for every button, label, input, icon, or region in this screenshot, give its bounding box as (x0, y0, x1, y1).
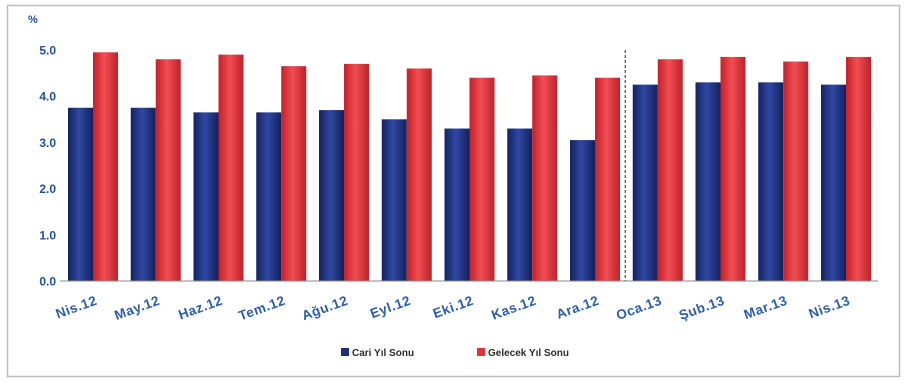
series-2-bar-3 (218, 54, 244, 282)
y-tick-label-2: 2.0 (39, 182, 56, 196)
series-2-bar-11 (720, 56, 746, 282)
series-2-bar-9 (595, 77, 620, 281)
series-1-bar-9 (570, 140, 595, 281)
series-1-bar-8 (507, 128, 533, 281)
legend-label-gelecek-yil-sonu: Gelecek Yıl Sonu (488, 348, 569, 359)
legend-swatch-cari-yil-sonu (341, 348, 349, 356)
y-tick-label-4: 4.0 (39, 90, 56, 104)
series-2-bar-6 (406, 68, 432, 281)
series-2-bar-2 (155, 59, 181, 281)
series-2-bar-13 (846, 56, 871, 282)
series-1-bar-1 (68, 107, 93, 281)
series-2-bar-1 (93, 52, 118, 282)
series-2-bar-10 (657, 59, 683, 281)
y-tick-label-1: 1.0 (39, 228, 56, 242)
series-2-bar-7 (469, 77, 495, 281)
series-2-bar-5 (344, 63, 369, 281)
y-tick-label-3: 3.0 (39, 136, 56, 150)
series-1-bar-3 (193, 112, 219, 282)
legend-label-cari-yil-sonu: Cari Yıl Sonu (352, 348, 414, 359)
legend-swatch-gelecek-yil-sonu (477, 348, 485, 356)
series-1-bar-6 (381, 119, 407, 281)
series-1-bar-11 (695, 82, 721, 281)
series-1-bar-13 (821, 84, 846, 282)
y-tick-label-0: 0.0 (39, 275, 56, 289)
legend: Cari Yıl Sonu Gelecek Yıl Sonu (341, 348, 569, 359)
series-2-bar-4 (281, 66, 307, 281)
y-axis-unit-label: % (28, 14, 38, 26)
series-2-bar-8 (532, 75, 558, 281)
series-1-bar-7 (444, 128, 470, 281)
series-1-bar-2 (130, 107, 156, 281)
y-tick-label-5: 5.0 (39, 44, 56, 58)
series-1-bar-4 (256, 112, 282, 282)
series-2-bar-12 (783, 61, 809, 281)
series-1-bar-10 (632, 84, 658, 282)
series-1-bar-12 (758, 82, 784, 281)
series-1-bar-5 (319, 110, 344, 281)
